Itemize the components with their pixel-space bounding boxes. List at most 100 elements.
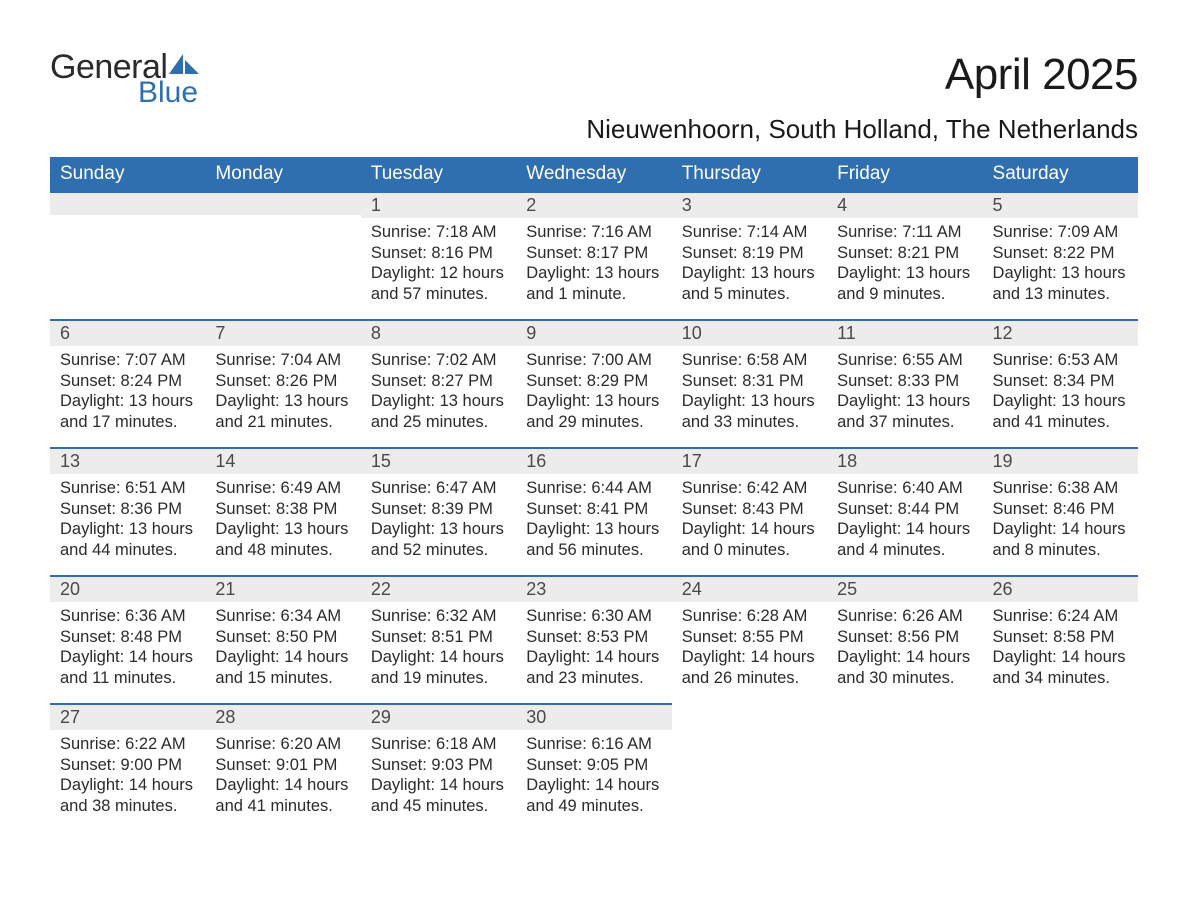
day-details: Sunrise: 7:14 AMSunset: 8:19 PMDaylight:… <box>672 218 827 311</box>
sunrise-line: Sunrise: 6:42 AM <box>682 478 817 499</box>
daylight-line: Daylight: 14 hours and 30 minutes. <box>837 647 972 688</box>
day-number: 5 <box>983 191 1138 218</box>
weekday-header: Sunday <box>50 157 205 191</box>
day-details: Sunrise: 7:11 AMSunset: 8:21 PMDaylight:… <box>827 218 982 311</box>
sunset-line: Sunset: 8:36 PM <box>60 499 195 520</box>
day-details: Sunrise: 6:36 AMSunset: 8:48 PMDaylight:… <box>50 602 205 695</box>
calendar-day-cell: 11Sunrise: 6:55 AMSunset: 8:33 PMDayligh… <box>827 319 982 447</box>
day-number <box>50 191 205 215</box>
calendar-page: General Blue April 2025 Nieuwenhoorn, So… <box>0 0 1188 871</box>
sunrise-line: Sunrise: 6:49 AM <box>215 478 350 499</box>
day-number: 14 <box>205 447 360 474</box>
day-number: 9 <box>516 319 671 346</box>
daylight-line: Daylight: 13 hours and 33 minutes. <box>682 391 817 432</box>
daylight-line: Daylight: 13 hours and 13 minutes. <box>993 263 1128 304</box>
day-details: Sunrise: 6:26 AMSunset: 8:56 PMDaylight:… <box>827 602 982 695</box>
calendar-week-row: 27Sunrise: 6:22 AMSunset: 9:00 PMDayligh… <box>50 703 1138 831</box>
sunrise-line: Sunrise: 6:22 AM <box>60 734 195 755</box>
brand-line2: Blue <box>138 78 199 108</box>
day-details: Sunrise: 6:20 AMSunset: 9:01 PMDaylight:… <box>205 730 360 823</box>
daylight-line: Daylight: 13 hours and 41 minutes. <box>993 391 1128 432</box>
day-number <box>983 703 1138 727</box>
calendar-day-cell: 29Sunrise: 6:18 AMSunset: 9:03 PMDayligh… <box>361 703 516 831</box>
day-details: Sunrise: 6:40 AMSunset: 8:44 PMDaylight:… <box>827 474 982 567</box>
daylight-line: Daylight: 13 hours and 37 minutes. <box>837 391 972 432</box>
daylight-line: Daylight: 13 hours and 52 minutes. <box>371 519 506 560</box>
daylight-line: Daylight: 13 hours and 25 minutes. <box>371 391 506 432</box>
calendar-day-cell: 3Sunrise: 7:14 AMSunset: 8:19 PMDaylight… <box>672 191 827 319</box>
daylight-line: Daylight: 14 hours and 45 minutes. <box>371 775 506 816</box>
calendar-day-cell <box>983 703 1138 831</box>
sunset-line: Sunset: 8:33 PM <box>837 371 972 392</box>
sunset-line: Sunset: 9:05 PM <box>526 755 661 776</box>
day-details: Sunrise: 6:30 AMSunset: 8:53 PMDaylight:… <box>516 602 671 695</box>
daylight-line: Daylight: 14 hours and 19 minutes. <box>371 647 506 688</box>
sunrise-line: Sunrise: 7:14 AM <box>682 222 817 243</box>
calendar-day-cell: 1Sunrise: 7:18 AMSunset: 8:16 PMDaylight… <box>361 191 516 319</box>
day-details: Sunrise: 6:51 AMSunset: 8:36 PMDaylight:… <box>50 474 205 567</box>
sunset-line: Sunset: 8:38 PM <box>215 499 350 520</box>
day-number: 26 <box>983 575 1138 602</box>
sunset-line: Sunset: 8:56 PM <box>837 627 972 648</box>
daylight-line: Daylight: 14 hours and 41 minutes. <box>215 775 350 816</box>
day-details: Sunrise: 6:47 AMSunset: 8:39 PMDaylight:… <box>361 474 516 567</box>
sunset-line: Sunset: 8:29 PM <box>526 371 661 392</box>
day-number <box>827 703 982 727</box>
day-number: 15 <box>361 447 516 474</box>
calendar-day-cell: 18Sunrise: 6:40 AMSunset: 8:44 PMDayligh… <box>827 447 982 575</box>
day-number: 2 <box>516 191 671 218</box>
day-number: 18 <box>827 447 982 474</box>
calendar-day-cell <box>672 703 827 831</box>
day-number: 13 <box>50 447 205 474</box>
daylight-line: Daylight: 14 hours and 26 minutes. <box>682 647 817 688</box>
calendar-day-cell: 2Sunrise: 7:16 AMSunset: 8:17 PMDaylight… <box>516 191 671 319</box>
sunrise-line: Sunrise: 7:07 AM <box>60 350 195 371</box>
day-details: Sunrise: 6:55 AMSunset: 8:33 PMDaylight:… <box>827 346 982 439</box>
day-number: 6 <box>50 319 205 346</box>
sunset-line: Sunset: 8:43 PM <box>682 499 817 520</box>
sunset-line: Sunset: 8:44 PM <box>837 499 972 520</box>
sunrise-line: Sunrise: 7:00 AM <box>526 350 661 371</box>
day-details: Sunrise: 7:04 AMSunset: 8:26 PMDaylight:… <box>205 346 360 439</box>
calendar-week-row: 20Sunrise: 6:36 AMSunset: 8:48 PMDayligh… <box>50 575 1138 703</box>
weekday-header: Friday <box>827 157 982 191</box>
day-details: Sunrise: 6:42 AMSunset: 8:43 PMDaylight:… <box>672 474 827 567</box>
sunset-line: Sunset: 8:22 PM <box>993 243 1128 264</box>
sunrise-line: Sunrise: 7:02 AM <box>371 350 506 371</box>
sunset-line: Sunset: 8:58 PM <box>993 627 1128 648</box>
daylight-line: Daylight: 13 hours and 17 minutes. <box>60 391 195 432</box>
sunrise-line: Sunrise: 6:34 AM <box>215 606 350 627</box>
sunset-line: Sunset: 8:26 PM <box>215 371 350 392</box>
sunset-line: Sunset: 8:51 PM <box>371 627 506 648</box>
calendar-week-row: 6Sunrise: 7:07 AMSunset: 8:24 PMDaylight… <box>50 319 1138 447</box>
weekday-header: Saturday <box>983 157 1138 191</box>
calendar-week-row: 13Sunrise: 6:51 AMSunset: 8:36 PMDayligh… <box>50 447 1138 575</box>
day-details: Sunrise: 7:09 AMSunset: 8:22 PMDaylight:… <box>983 218 1138 311</box>
day-number: 4 <box>827 191 982 218</box>
day-number: 23 <box>516 575 671 602</box>
sunset-line: Sunset: 9:00 PM <box>60 755 195 776</box>
sunrise-line: Sunrise: 6:51 AM <box>60 478 195 499</box>
day-number: 25 <box>827 575 982 602</box>
calendar-day-cell: 5Sunrise: 7:09 AMSunset: 8:22 PMDaylight… <box>983 191 1138 319</box>
sunrise-line: Sunrise: 6:32 AM <box>371 606 506 627</box>
daylight-line: Daylight: 14 hours and 23 minutes. <box>526 647 661 688</box>
sunset-line: Sunset: 9:03 PM <box>371 755 506 776</box>
sunrise-line: Sunrise: 6:38 AM <box>993 478 1128 499</box>
day-details: Sunrise: 6:49 AMSunset: 8:38 PMDaylight:… <box>205 474 360 567</box>
sunset-line: Sunset: 8:48 PM <box>60 627 195 648</box>
day-details: Sunrise: 6:58 AMSunset: 8:31 PMDaylight:… <box>672 346 827 439</box>
sunset-line: Sunset: 8:24 PM <box>60 371 195 392</box>
day-number: 29 <box>361 703 516 730</box>
sunset-line: Sunset: 8:21 PM <box>837 243 972 264</box>
sunrise-line: Sunrise: 6:20 AM <box>215 734 350 755</box>
calendar-day-cell: 20Sunrise: 6:36 AMSunset: 8:48 PMDayligh… <box>50 575 205 703</box>
calendar-day-cell: 22Sunrise: 6:32 AMSunset: 8:51 PMDayligh… <box>361 575 516 703</box>
sunset-line: Sunset: 8:46 PM <box>993 499 1128 520</box>
daylight-line: Daylight: 13 hours and 21 minutes. <box>215 391 350 432</box>
daylight-line: Daylight: 14 hours and 34 minutes. <box>993 647 1128 688</box>
calendar-day-cell: 17Sunrise: 6:42 AMSunset: 8:43 PMDayligh… <box>672 447 827 575</box>
sunset-line: Sunset: 8:53 PM <box>526 627 661 648</box>
day-number: 11 <box>827 319 982 346</box>
daylight-line: Daylight: 14 hours and 11 minutes. <box>60 647 195 688</box>
